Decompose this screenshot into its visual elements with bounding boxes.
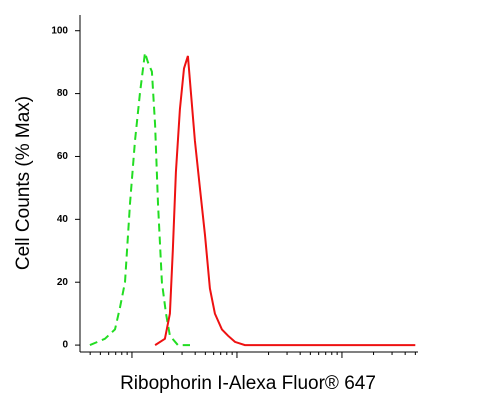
y-axis-label: Cell Counts (% Max)	[13, 96, 34, 270]
y-tick-label: 80	[57, 88, 69, 99]
y-tick-label: 100	[51, 25, 68, 36]
x-axis-label: Ribophorin I-Alexa Fluor® 647	[120, 373, 376, 394]
y-tick-label: 20	[57, 277, 69, 288]
histogram-line	[89, 52, 190, 347]
y-tick-label: 0	[62, 340, 68, 351]
y-tick-label: 40	[57, 214, 69, 225]
histogram-line	[154, 55, 416, 347]
y-tick-label: 60	[57, 151, 69, 162]
